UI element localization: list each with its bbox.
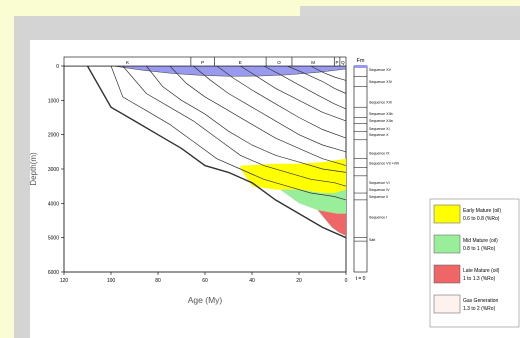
legend-label-range: 0.6 to 0.8 (%Ro) (463, 216, 500, 222)
formation-label: Sequence XV (369, 68, 392, 72)
legend-label-range: 1.3 to 2 (%Ro) (463, 306, 496, 312)
legend-label: Gas Generation (463, 298, 499, 304)
formation-label: Sequence VI (369, 181, 390, 185)
x-tick-label: 80 (155, 278, 161, 284)
water-column (113, 65, 347, 77)
legend-label-range: 1 to 1.3 (%Ro) (463, 276, 496, 282)
period-label: K (126, 60, 129, 65)
y-axis-title: Depth(m) (29, 152, 38, 186)
period-strip (63, 56, 347, 67)
legend-label: Late Mature (oil) (463, 268, 500, 274)
background-top (0, 0, 520, 6)
y-tick-label: 4000 (48, 201, 59, 207)
formation-label: Sequence XIIb (369, 112, 393, 116)
x-tick-label: 20 (296, 278, 302, 284)
legend-swatch-1 (433, 204, 461, 224)
y-tick-label: 2000 (48, 133, 59, 139)
bottom-label: t = 0 (356, 276, 366, 282)
horizon-line-9 (263, 65, 347, 110)
horizon-line-6 (193, 65, 347, 153)
y-tick-label: 1000 (48, 98, 59, 104)
y-tick-label: 0 (56, 64, 59, 70)
horizon-line-7 (216, 65, 347, 139)
x-tick-label: 100 (107, 278, 116, 284)
x-tick-label: 0 (345, 278, 348, 284)
formation-water-cap (354, 65, 367, 68)
period-label: Q (341, 60, 345, 65)
formation-label: Sequence IV (369, 188, 390, 192)
maturity-zone-1 (240, 158, 346, 193)
period-label: P (201, 60, 204, 65)
formation-label: Sequence II (369, 195, 388, 199)
legend-swatch-2 (433, 234, 461, 254)
formation-header: Fm (357, 58, 365, 64)
legend-label: Mid Mature (oil) (463, 238, 498, 244)
horizon-line-5 (169, 65, 347, 166)
maturity-zone-3 (317, 210, 346, 236)
horizon-line-8 (240, 65, 347, 122)
horizon-line-1 (86, 65, 347, 239)
legend-label-range: 0.8 to 1 (%Ro) (463, 246, 496, 252)
horizon-line-2 (110, 65, 347, 201)
x-tick-label: 120 (60, 278, 69, 284)
period-label: E (239, 60, 242, 65)
horizon-line-10 (287, 65, 347, 94)
period-label: M (311, 60, 315, 65)
period-label: O (277, 60, 281, 65)
legend-swatch-3 (433, 264, 461, 284)
y-tick-label: 3000 (48, 167, 59, 173)
formation-label: Sequence VII +VIII (369, 161, 399, 165)
formation-label: Sequence XIV (369, 80, 393, 84)
period-label: P (336, 60, 339, 65)
x-tick-label: 40 (249, 278, 255, 284)
formation-label: Salt (369, 238, 375, 242)
legend-swatch-4 (433, 294, 461, 314)
x-axis-title: Age (My) (188, 295, 223, 305)
formation-label: Sequence XIIa (369, 119, 393, 123)
horizon-line-4 (146, 65, 347, 173)
formation-label: Sequence XIII (369, 101, 392, 105)
legend-label: Early Mature (oil) (463, 208, 501, 214)
y-tick-label: 6000 (48, 270, 59, 276)
formation-label: Sequence XI (369, 127, 390, 131)
formation-label: Sequence I (369, 216, 387, 220)
horizon-line-3 (122, 65, 347, 187)
formation-label: Sequence IX (369, 152, 390, 156)
horizon-line-11 (310, 65, 347, 81)
formation-label: Sequence X (369, 133, 389, 137)
x-tick-label: 60 (202, 278, 208, 284)
y-tick-label: 5000 (48, 236, 59, 242)
